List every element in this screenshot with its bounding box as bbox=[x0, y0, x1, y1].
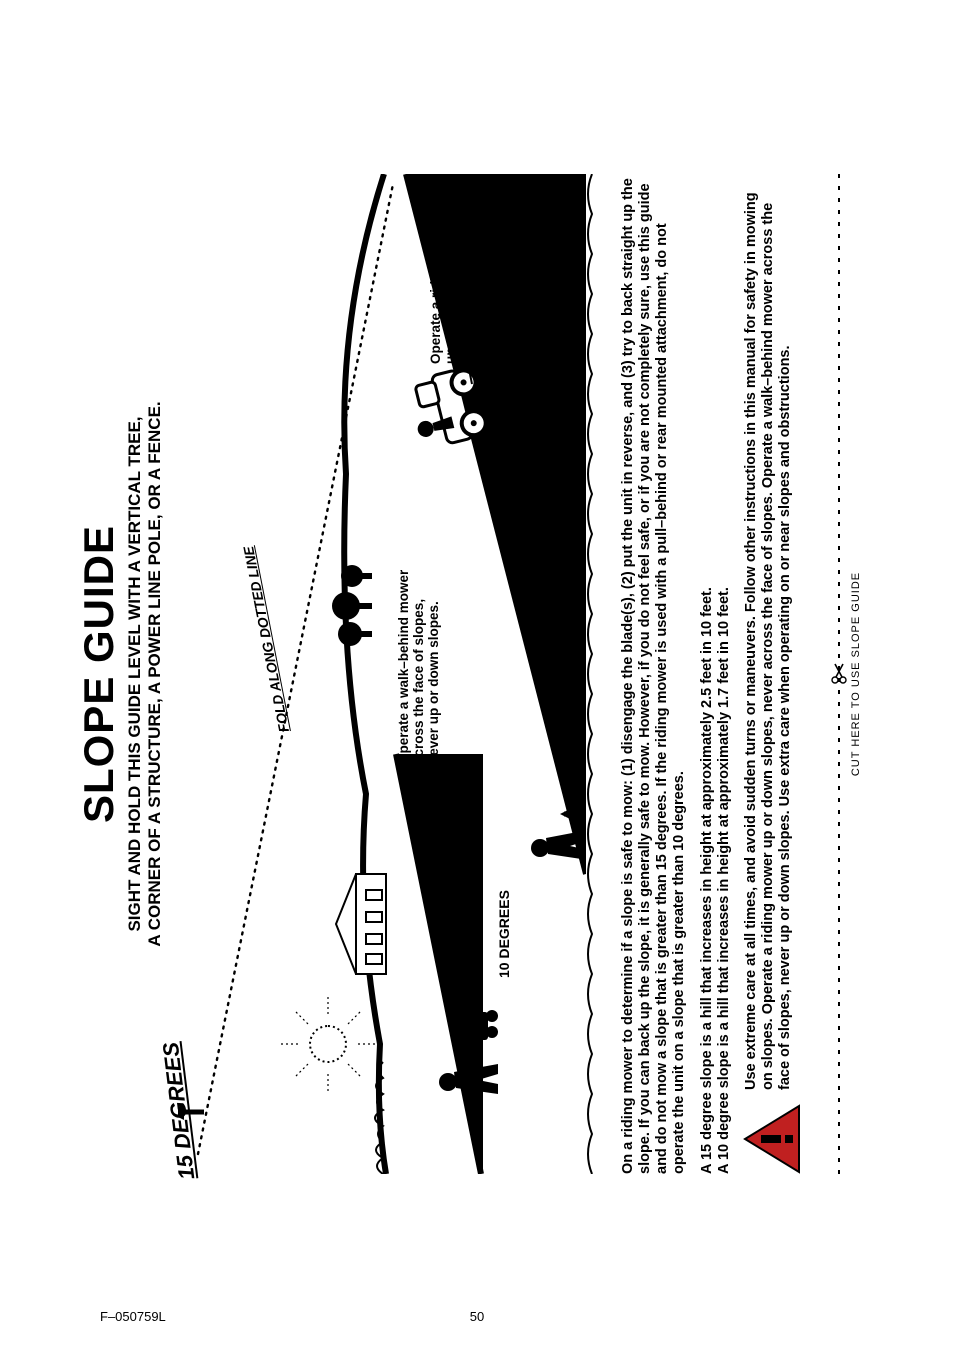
slope-figure: 15 DEGREES FOLD ALONG DOTTED LINE 10 DEG… bbox=[178, 174, 608, 1174]
cut-line: CUT HERE TO USE SLOPE GUIDE bbox=[830, 174, 862, 1174]
footer-doc-number: F–050759L bbox=[100, 1309, 166, 1324]
warning-block: Use extreme care at all times, and avoid… bbox=[743, 174, 808, 1174]
slope-diagram-svg bbox=[178, 174, 608, 1174]
paragraph-2: A 15 degree slope is a hill that increas… bbox=[699, 174, 733, 1174]
subtitle: SIGHT AND HOLD THIS GUIDE LEVEL WITH A V… bbox=[125, 74, 164, 1274]
subtitle-line-2: A CORNER OF A STRUCTURE, A POWER LINE PO… bbox=[145, 401, 164, 946]
title: SLOPE GUIDE bbox=[75, 74, 123, 1274]
rotated-content: SLOPE GUIDE SIGHT AND HOLD THIS GUIDE LE… bbox=[67, 74, 887, 1274]
cut-line-label: CUT HERE TO USE SLOPE GUIDE bbox=[850, 572, 862, 776]
cut-line-dashes bbox=[830, 174, 848, 1174]
p2-line-2: A 10 degree slope is a hill that increas… bbox=[716, 587, 732, 1174]
body-paragraphs: On a riding mower to determine if a slop… bbox=[620, 174, 733, 1174]
warning-text: Use extreme care at all times, and avoid… bbox=[743, 174, 794, 1090]
subtitle-line-1: SIGHT AND HOLD THIS GUIDE LEVEL WITH A V… bbox=[125, 416, 144, 931]
p2-line-1: A 15 degree slope is a hill that increas… bbox=[699, 587, 715, 1174]
warning-triangle-icon bbox=[743, 1104, 808, 1174]
footer-page-number: 50 bbox=[470, 1309, 484, 1324]
paragraph-1: On a riding mower to determine if a slop… bbox=[620, 174, 688, 1174]
